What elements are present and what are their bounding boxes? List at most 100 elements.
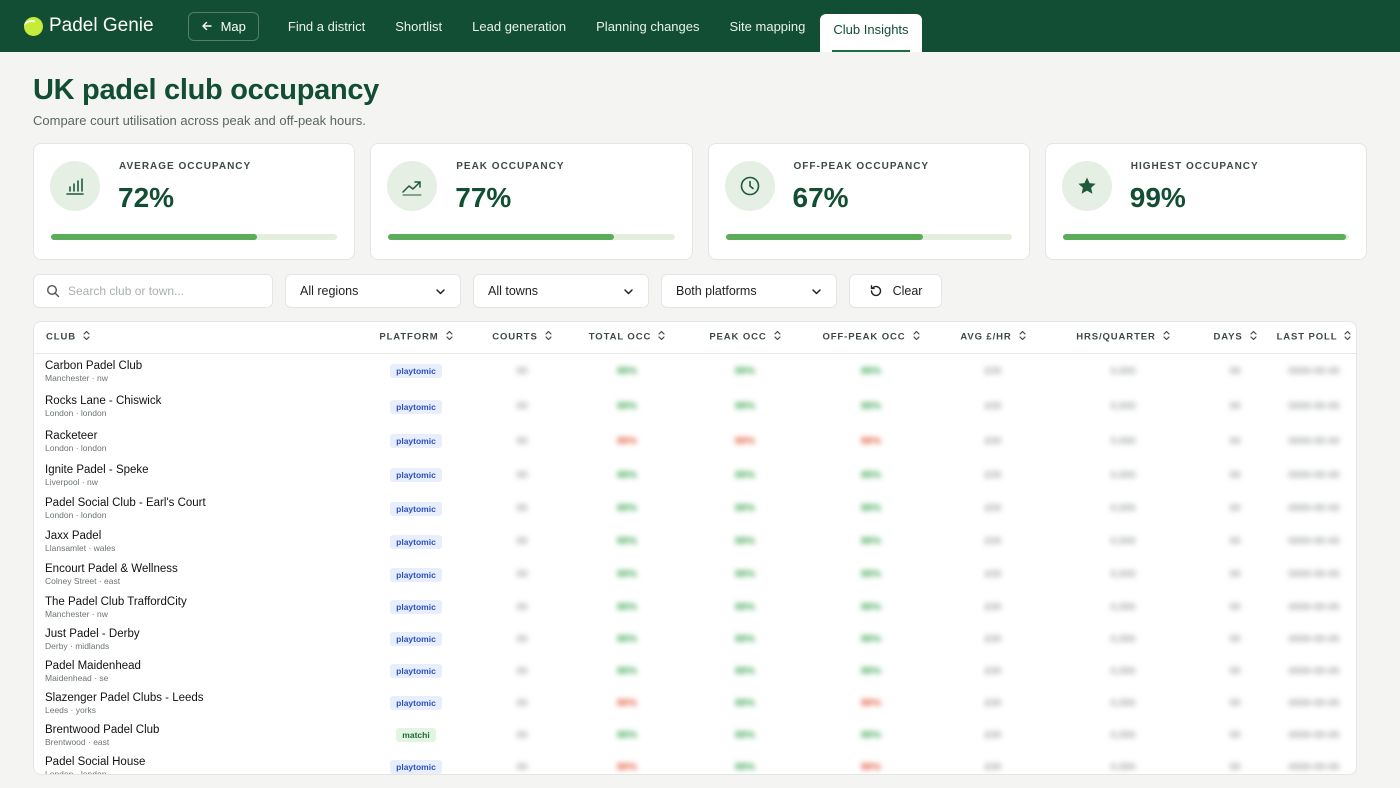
column-header-total-occ[interactable]: TOTAL OCC: [568, 322, 686, 354]
column-header-label: COURTS: [492, 331, 538, 343]
table-row[interactable]: Padel Social House London · london playt…: [34, 751, 1356, 774]
total-occ-cell: 88%: [568, 458, 686, 492]
redacted-value: 88%: [860, 729, 881, 741]
avg-price-cell: £00: [938, 389, 1048, 424]
table-row[interactable]: Brentwood Padel Club Brentwood · east ma…: [34, 719, 1356, 751]
off-peak-occ-cell: 88%: [804, 687, 938, 719]
platform-badge: playtomic: [390, 434, 442, 448]
region-select[interactable]: All regions: [285, 274, 461, 308]
sort-icon[interactable]: [1163, 330, 1170, 344]
table-row[interactable]: Padel Social Club - Earl's Court London …: [34, 492, 1356, 525]
column-header-days[interactable]: DAYS: [1198, 322, 1272, 354]
redacted-value: 0,000: [1110, 401, 1136, 412]
redacted-value: 0000-00-00: [1288, 435, 1340, 447]
total-occ-cell: 88%: [568, 525, 686, 558]
redacted-value: 88%: [860, 665, 881, 677]
club-location: Maidenhead · se: [45, 672, 109, 683]
column-header-last-poll[interactable]: LAST POLL: [1272, 322, 1356, 354]
days-cell: 00: [1198, 458, 1272, 492]
sort-icon[interactable]: [774, 330, 781, 344]
search-box[interactable]: [33, 274, 273, 308]
redacted-value: £00: [984, 665, 1002, 677]
platform-cell: playtomic: [356, 525, 476, 558]
redacted-value: 88%: [734, 503, 755, 514]
stat-card-average: AVERAGE OCCUPANCY 72%: [33, 143, 356, 260]
peak-occ-cell: 88%: [686, 687, 804, 719]
brand[interactable]: Padel Genie: [24, 15, 154, 37]
table-row[interactable]: Jaxx Padel Llansamlet · wales playtomic …: [34, 525, 1356, 558]
column-header-courts[interactable]: COURTS: [476, 322, 568, 354]
nav-shortlist[interactable]: Shortlist: [395, 18, 443, 34]
column-header-avg-price[interactable]: AVG £/HR: [938, 322, 1048, 354]
hrs-quarter-cell: 0,000: [1048, 558, 1198, 591]
table-row[interactable]: Ignite Padel - Speke Liverpool · nw play…: [34, 458, 1356, 492]
town-select[interactable]: All towns: [473, 274, 649, 308]
sort-icon[interactable]: [658, 330, 665, 344]
nav-club-insights[interactable]: Club Insights: [820, 14, 922, 52]
platform-cell: playtomic: [356, 492, 476, 525]
table-row[interactable]: Just Padel - Derby Derby · midlands play…: [34, 623, 1356, 655]
sort-icon[interactable]: [912, 330, 920, 344]
nav-lead-generation[interactable]: Lead generation: [472, 18, 567, 34]
table-row[interactable]: Racketeer London · london playtomic 00 88…: [34, 424, 1356, 458]
club-name: Brentwood Padel Club: [45, 723, 160, 736]
platform-select[interactable]: Both platforms: [661, 274, 837, 308]
sort-icon[interactable]: [83, 330, 90, 344]
redacted-value: £00: [984, 729, 1002, 741]
table-row[interactable]: Encourt Padel & Wellness Colney Street ·…: [34, 558, 1356, 591]
column-header-peak-occ[interactable]: PEAK OCC: [686, 322, 804, 354]
redacted-value: 88%: [616, 569, 637, 580]
peak-occ-cell: 88%: [686, 655, 804, 687]
search-input[interactable]: [68, 284, 260, 298]
column-header-hrs-quarter[interactable]: HRS/QUARTER: [1048, 322, 1198, 354]
column-header-off-peak-occ[interactable]: OFF-PEAK OCC: [804, 322, 938, 354]
table-row[interactable]: Carbon Padel Club Manchester · nw playto…: [34, 353, 1356, 389]
platform-cell: matchi: [356, 719, 476, 751]
redacted-value: 88%: [616, 503, 637, 514]
sort-icon[interactable]: [1019, 330, 1026, 344]
last-poll-cell: 0000-00-00: [1272, 687, 1356, 719]
sort-icon[interactable]: [545, 330, 552, 344]
redacted-value: 88%: [734, 569, 755, 580]
table-row[interactable]: Slazenger Padel Clubs - Leeds Leeds · yo…: [34, 687, 1356, 719]
club-location: Manchester · nw: [45, 372, 108, 383]
column-header-club[interactable]: CLUB: [34, 322, 356, 354]
search-icon: [46, 284, 60, 298]
sort-icon[interactable]: [1249, 330, 1257, 344]
map-button[interactable]: Map: [187, 11, 259, 41]
total-occ-cell: 88%: [568, 751, 686, 774]
days-cell: 00: [1198, 655, 1272, 687]
nav-find-district[interactable]: Find a district: [287, 18, 366, 34]
club-name: Rocks Lane - Chiswick: [45, 395, 162, 407]
courts-cell: 00: [476, 492, 568, 525]
table-row[interactable]: Padel Maidenhead Maidenhead · se playtom…: [34, 655, 1356, 687]
redacted-value: 88%: [860, 569, 881, 580]
table-row[interactable]: The Padel Club TraffordCity Manchester ·…: [34, 591, 1356, 623]
nav-planning-changes[interactable]: Planning changes: [596, 18, 700, 34]
column-header-label: TOTAL OCC: [588, 331, 652, 343]
redacted-value: 88%: [616, 469, 637, 481]
redacted-value: 00: [1229, 401, 1241, 412]
redacted-value: £00: [984, 697, 1002, 709]
redacted-value: £00: [984, 601, 1002, 613]
club-location: Llansamlet · wales: [45, 543, 116, 553]
redacted-value: 0,000: [1110, 365, 1136, 377]
platform-badge: playtomic: [390, 600, 442, 614]
sort-icon[interactable]: [446, 330, 453, 344]
table-row[interactable]: Rocks Lane - Chiswick London · london pl…: [34, 389, 1356, 424]
column-header-label: CLUB: [46, 331, 76, 343]
clear-button[interactable]: Clear: [849, 274, 942, 308]
trend-up-icon: [387, 161, 438, 211]
redacted-value: 00: [516, 469, 528, 481]
platform-cell: playtomic: [356, 458, 476, 492]
redacted-value: 88%: [734, 761, 755, 773]
redacted-value: 88%: [860, 761, 881, 773]
redacted-value: 88%: [734, 401, 755, 412]
nav-site-mapping[interactable]: Site mapping: [729, 18, 806, 34]
club-name: Just Padel - Derby: [45, 627, 140, 640]
redacted-value: 00: [516, 697, 528, 709]
column-header-platform[interactable]: PLATFORM: [356, 322, 476, 354]
redacted-value: 0,000: [1110, 503, 1136, 514]
sort-icon[interactable]: [1344, 330, 1352, 344]
redacted-value: 00: [1229, 665, 1241, 677]
